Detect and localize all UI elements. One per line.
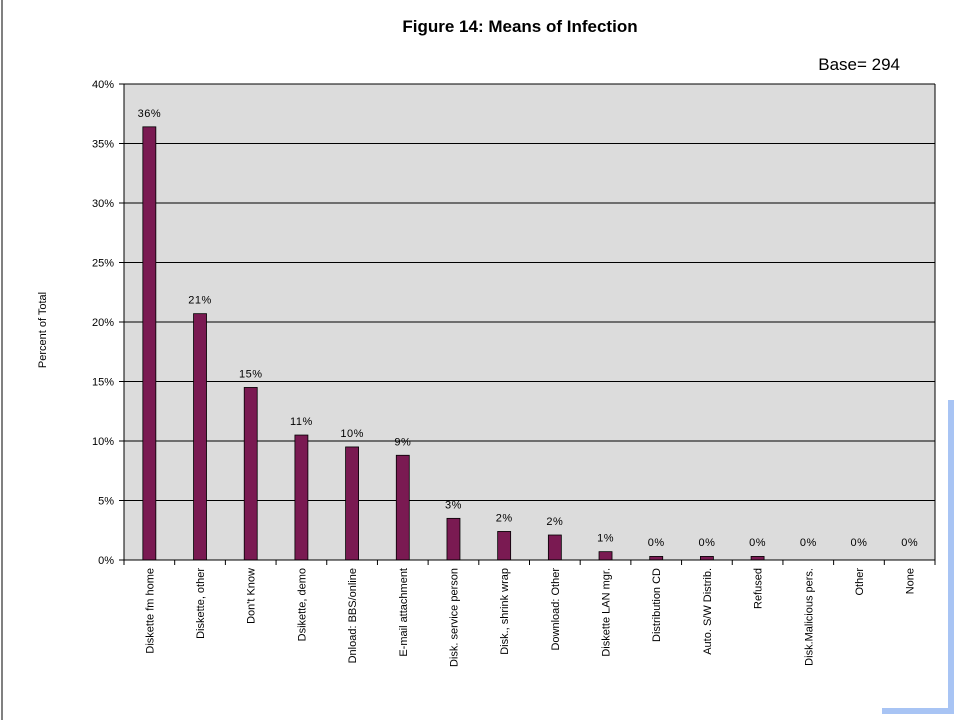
category-label: Other	[854, 568, 866, 596]
data-label: 0%	[698, 537, 715, 549]
category-label: Diskette, other	[195, 568, 207, 639]
category-label: E-mail attachment	[398, 568, 410, 657]
category-label: Disk.Malicious pers.	[803, 568, 815, 666]
bars	[142, 126, 765, 561]
bar	[598, 551, 613, 561]
y-tick-label: 20%	[92, 317, 114, 329]
category-label: Disk., shrink wrap	[499, 568, 511, 655]
data-label: 15%	[239, 368, 263, 380]
y-axis-ticks: 0% 5% 10% 15% 20% 25% 30% 35% 40%	[92, 79, 124, 567]
data-label: 0%	[901, 537, 918, 549]
bar	[750, 556, 765, 561]
data-label: 9%	[394, 436, 411, 448]
data-label: 1%	[597, 533, 614, 545]
y-tick-label: 0%	[98, 555, 114, 567]
bar	[243, 387, 258, 561]
data-label: 2%	[546, 516, 563, 528]
decorative-blue-frame	[882, 400, 954, 714]
y-tick-label: 10%	[92, 436, 114, 448]
bar	[193, 313, 207, 561]
y-tick-label: 30%	[92, 198, 114, 210]
bar	[547, 534, 562, 561]
category-label: Download: Other	[550, 568, 562, 651]
x-axis-category-labels: Diskette fm home Diskette, other Don't Kno…	[123, 559, 936, 667]
data-label: 11%	[290, 416, 313, 428]
bar	[345, 446, 359, 561]
data-label: 0%	[648, 537, 665, 549]
category-label: Don't Know	[246, 568, 258, 624]
y-tick-label: 15%	[92, 377, 114, 389]
bar	[142, 126, 157, 561]
y-tick-label: 35%	[92, 139, 114, 151]
data-label: 10%	[340, 428, 364, 440]
category-label: Auto. S/W Distrib.	[702, 568, 714, 655]
data-label: 0%	[851, 537, 868, 549]
data-label: 36%	[138, 108, 162, 120]
bar	[649, 556, 664, 561]
category-label: Disk. service person	[448, 568, 460, 667]
bar	[294, 434, 309, 561]
data-label: 2%	[496, 512, 513, 524]
gridlines	[123, 83, 936, 561]
category-label: Diskette LAN mgr.	[601, 568, 613, 657]
y-tick-label: 5%	[98, 496, 114, 508]
bar	[395, 454, 410, 561]
base-annotation: Base= 294	[818, 55, 900, 74]
bar	[700, 556, 714, 561]
data-label: 0%	[800, 537, 817, 549]
category-label: None	[905, 568, 917, 594]
category-label: Distribution CD	[651, 568, 663, 642]
data-labels: 36% 21% 15% 11% 10% 9% 3% 2% 2% 1% 0% 0% 0% 0% 0% 0%	[138, 108, 918, 549]
y-axis-title: Percent of Total	[37, 292, 49, 368]
chart-title: Figure 14: Means of Infection	[402, 17, 637, 36]
category-label: Dsikette, demo	[296, 568, 308, 641]
data-label: 21%	[188, 295, 212, 307]
bar	[446, 517, 461, 561]
bar	[497, 531, 512, 561]
category-label: Refused	[753, 568, 765, 609]
category-label: Dnload: BBS/online	[347, 568, 359, 663]
y-tick-label: 25%	[92, 258, 114, 270]
y-tick-label: 40%	[92, 79, 114, 91]
data-label: 0%	[749, 537, 766, 549]
category-label: Diskette fm home	[144, 568, 156, 654]
data-label: 3%	[445, 499, 462, 511]
